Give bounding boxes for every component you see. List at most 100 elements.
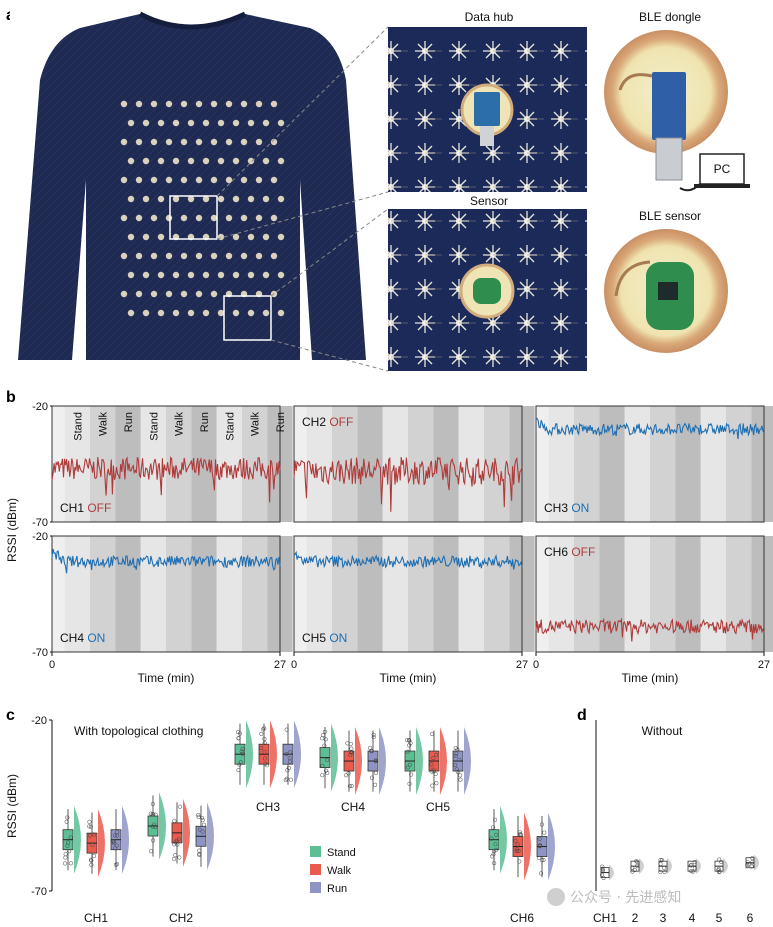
x-axis-label: Time (min) [138, 671, 195, 685]
panel-d-title: Without [642, 724, 683, 738]
embroidery-node [247, 309, 255, 317]
data-point [349, 750, 354, 755]
x-tick-label: 0 [533, 659, 539, 671]
violin-half [464, 727, 471, 796]
activity-band [433, 536, 459, 652]
panel-label-c: c [6, 707, 15, 724]
data-point [324, 758, 330, 763]
embroidery-node [127, 119, 135, 127]
activity-band [332, 406, 358, 522]
data-point [373, 782, 378, 787]
data-point [717, 857, 722, 862]
data-point [111, 839, 116, 844]
x-tick-label: 27 [758, 659, 770, 671]
embroidery-node [210, 176, 218, 184]
data-point [513, 838, 518, 843]
embroidery-node [240, 252, 248, 260]
activity-band [242, 536, 268, 652]
data-point [406, 765, 411, 770]
embroidery-node [262, 119, 270, 127]
data-point [115, 830, 120, 835]
box-group-5: 5 [714, 857, 728, 925]
data-point [454, 751, 459, 756]
group-label: 4 [689, 911, 696, 925]
activity-band [306, 536, 332, 652]
data-point [658, 869, 663, 875]
series-name: CH3 [544, 501, 571, 515]
data-point [542, 830, 547, 835]
data-point [689, 862, 694, 867]
data-point [262, 750, 267, 755]
embroidery-node [217, 233, 225, 241]
panel-b-ylabel: RSSI (dBm) [5, 498, 19, 562]
embroidery-node [210, 252, 218, 260]
data-point [65, 843, 70, 848]
violin-half [524, 812, 531, 881]
violin-half [246, 720, 253, 789]
data-point [348, 752, 353, 757]
embroidery-node [262, 195, 270, 203]
data-point [658, 861, 663, 866]
data-point [63, 852, 68, 857]
violin-half [355, 727, 362, 796]
data-point [369, 748, 374, 753]
violin-half [159, 792, 166, 861]
embroidery-node [180, 176, 188, 184]
activity-band [700, 536, 726, 652]
group-label: 3 [660, 911, 667, 925]
embroidery-node [262, 309, 270, 317]
data-point [196, 852, 202, 857]
embroidery-node [240, 176, 248, 184]
embroidery-node [240, 138, 248, 146]
activity-band [574, 536, 600, 652]
time-band [536, 536, 549, 652]
violin-half [74, 805, 81, 874]
y-tick-label: -70 [32, 647, 48, 659]
data-point [177, 804, 182, 809]
subplot-frame [535, 535, 765, 653]
data-point [322, 743, 327, 748]
data-point [455, 769, 460, 774]
data-point [601, 875, 606, 880]
x-tick-label: 0 [291, 659, 297, 671]
data-point [409, 772, 414, 777]
activity-label: Stand [72, 412, 84, 441]
series-state: OFF [571, 545, 595, 559]
data-hub-closeup [388, 27, 587, 192]
data-point [114, 843, 119, 848]
activity-label: Walk [250, 412, 262, 437]
embroidery-node [150, 176, 158, 184]
x-axis-label: Time (min) [380, 671, 437, 685]
violin-half [122, 805, 129, 874]
data-point [539, 822, 544, 827]
x-axis-label: Time (min) [622, 671, 679, 685]
sensor-closeup [388, 209, 587, 371]
group-label: CH5 [426, 800, 450, 814]
embroidery-node [202, 195, 210, 203]
ble-dongle-photo [604, 30, 750, 192]
data-point [716, 870, 722, 875]
data-point [537, 844, 542, 849]
data-point [323, 768, 329, 773]
embroidery-node [255, 214, 263, 222]
group-label: CH2 [169, 911, 193, 925]
data-point [749, 864, 754, 869]
violin-half [754, 854, 759, 871]
data-point [148, 849, 154, 854]
data-point [429, 731, 434, 737]
data-point [407, 781, 412, 786]
activity-band [624, 406, 650, 522]
embroidery-node [202, 271, 210, 279]
embroidery-node [255, 176, 263, 184]
data-point [517, 859, 522, 864]
panel-d: d CH1 2 3 4 5 6 Without [577, 707, 759, 925]
box-group-ch4: CH4 [319, 723, 386, 814]
embroidery-node [195, 214, 203, 222]
embroidery-node [195, 252, 203, 260]
violin-half [416, 727, 423, 796]
activity-band [484, 406, 510, 522]
activity-band [64, 536, 90, 652]
timeseries-subplot-ch1: CH1 OFF Stand Walk Run Stand Walk Run Stand Walk… [51, 405, 293, 523]
embroidery-node [172, 195, 180, 203]
embroidery-node [142, 271, 150, 279]
